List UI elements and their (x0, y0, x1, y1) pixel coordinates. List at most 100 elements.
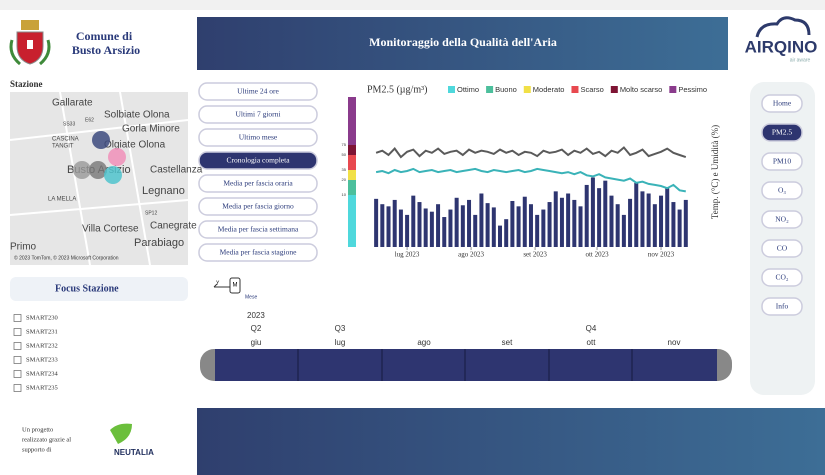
bar (640, 191, 645, 247)
nav-button[interactable] (761, 152, 803, 171)
top-bar (0, 0, 825, 10)
x-tick-label: set 2023 (523, 251, 547, 259)
month-label: ago (417, 338, 431, 347)
quarter-label: Q4 (586, 324, 597, 333)
nav-button[interactable] (761, 181, 803, 200)
checkbox[interactable] (13, 384, 22, 392)
checkbox[interactable] (13, 356, 22, 364)
checkbox[interactable] (13, 370, 22, 378)
nav-button-label: PM2.5 (772, 128, 792, 137)
legend-label: Pessimo (678, 85, 707, 94)
month-label: nov (668, 338, 681, 347)
map-label: Legnano (142, 185, 185, 197)
bar (553, 191, 558, 247)
bar (528, 204, 533, 247)
bar (380, 204, 385, 247)
scale-segment (348, 145, 356, 155)
nav-button-label: PM10 (773, 157, 792, 166)
scale-segment (348, 180, 356, 195)
credit-text: Un progetto (22, 426, 53, 433)
map-label: SS33 (63, 121, 75, 127)
station-name: SMART231 (26, 328, 58, 335)
line (375, 146, 687, 159)
legend-swatch (448, 86, 455, 93)
time-button[interactable] (198, 243, 318, 262)
quarter-label: Q2 (251, 324, 262, 333)
bar (659, 195, 664, 247)
x-tick-label: ago 2023 (458, 251, 484, 259)
timeline-labels: giu Q2 lug Q3 ago set ott Q4 nov (251, 324, 681, 381)
station-name: SMART235 (26, 384, 58, 391)
nav-button[interactable] (761, 297, 803, 316)
month-label: set (502, 338, 513, 347)
focus-header (10, 277, 188, 301)
legend-swatch (610, 86, 618, 93)
year: 2023 (247, 311, 265, 320)
bar (603, 180, 608, 247)
bar (621, 214, 626, 247)
bar (479, 193, 484, 247)
station-name: SMART230 (26, 314, 58, 321)
time-button[interactable] (198, 105, 318, 124)
nav-button[interactable] (761, 239, 803, 258)
bar (386, 206, 391, 247)
credit-text: realizzato grazie al (22, 436, 71, 443)
map-label: Primo (10, 242, 37, 253)
time-button[interactable] (198, 220, 318, 239)
slider-range[interactable] (215, 349, 717, 381)
chart: PM2.5 (µg/m³) Temp. (°C) e Umidità (%) O… (342, 84, 721, 258)
bar (442, 217, 447, 247)
nav-button[interactable] (761, 94, 803, 113)
time-button[interactable] (198, 82, 318, 101)
nav-button-label: CO (777, 244, 788, 253)
nav-button[interactable] (761, 268, 803, 287)
map-credit: © 2023 TomTom, © 2023 Microsoft Corporat… (14, 254, 119, 261)
map-label: Gorla Minore (122, 124, 180, 135)
checkbox[interactable] (13, 328, 22, 336)
legend-label: Moderato (533, 85, 565, 94)
map-label: Gallarate (52, 98, 93, 109)
legend-label: Buono (495, 85, 517, 94)
level-icon: M (233, 283, 238, 289)
page-title: Monitoraggio della Qualità dell'Aria (369, 35, 557, 49)
time-button[interactable] (198, 151, 318, 170)
bar (615, 204, 620, 247)
scale-segment (348, 170, 356, 180)
map-label: CASCINA (52, 137, 79, 143)
scale-tick-label: 75 (342, 142, 347, 147)
x-tick-label: lug 2023 (395, 251, 420, 259)
bar (429, 211, 434, 247)
bar (510, 200, 515, 247)
station-name: SMART233 (26, 356, 58, 363)
time-button-label: Media per fascia oraria (223, 179, 293, 188)
time-button[interactable] (198, 174, 318, 193)
checkbox[interactable] (13, 314, 22, 322)
header-banner (197, 17, 728, 70)
scale-tick-label: 20 (342, 177, 347, 182)
bar (547, 202, 552, 247)
scale-segment (348, 195, 356, 247)
bar (590, 177, 595, 247)
nav-button[interactable] (761, 210, 803, 229)
nav-button[interactable] (761, 123, 803, 142)
bar (634, 182, 639, 247)
station-list: SMART230 SMART231 SMART232 SMART233 SMART234… (13, 314, 59, 392)
map-label: LA MELLA (48, 197, 76, 203)
bar (491, 207, 496, 247)
bar (436, 204, 441, 247)
bar (522, 196, 527, 247)
time-button[interactable] (198, 128, 318, 147)
bar (454, 197, 459, 247)
quarter-label: Q3 (335, 324, 346, 333)
bar (566, 193, 571, 247)
nav: Home PM2.5 PM10 O₃ NO₂ CO CO₂ Info (761, 94, 803, 316)
scale-segment (348, 97, 356, 145)
partner-name: NEUTALIA (114, 448, 154, 457)
bar (392, 199, 397, 247)
x-tick-label: nov 2023 (648, 251, 675, 259)
time-button[interactable] (198, 197, 318, 216)
checkbox[interactable] (13, 342, 22, 350)
